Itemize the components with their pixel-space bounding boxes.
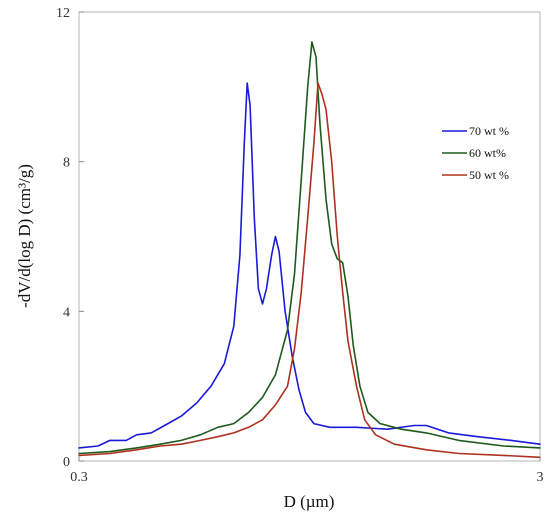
y-axis-title: -dV/d(log D) (cm³/g)	[15, 164, 34, 308]
series-layer	[78, 41, 541, 459]
y-tick-label: 0	[63, 455, 70, 470]
plot-frame	[78, 11, 541, 462]
legend: 70 wt % 60 wt% 50 wt %	[442, 124, 509, 182]
series-line-1	[78, 82, 541, 449]
x-axis-title: D (µm)	[284, 492, 335, 511]
x-tick-label: 0.3	[70, 470, 88, 485]
x-tick-label: 3	[537, 470, 544, 485]
legend-label-2: 60 wt%	[469, 146, 506, 160]
tick-layer: 0 4 8 12 0.3 3	[56, 6, 544, 485]
legend-label-3: 50 wt %	[469, 168, 509, 182]
legend-label-1: 70 wt %	[469, 124, 509, 138]
series-line-3	[78, 82, 541, 459]
y-tick-label: 4	[63, 305, 70, 320]
series-line-2	[78, 41, 541, 455]
y-tick-label: 12	[56, 6, 70, 21]
y-tick-label: 8	[63, 156, 70, 171]
